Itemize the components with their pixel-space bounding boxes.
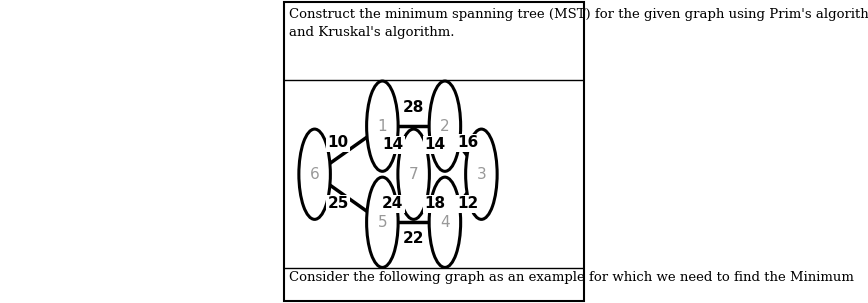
Text: 7: 7: [409, 167, 418, 182]
Text: 14: 14: [382, 137, 404, 152]
Ellipse shape: [366, 81, 398, 171]
Text: 2: 2: [440, 119, 450, 134]
Text: 18: 18: [424, 196, 445, 211]
Text: 3: 3: [477, 167, 486, 182]
Text: 28: 28: [403, 100, 424, 115]
Text: 4: 4: [440, 215, 450, 230]
Ellipse shape: [429, 81, 461, 171]
Ellipse shape: [465, 129, 497, 219]
Text: 22: 22: [403, 231, 424, 246]
Text: 5: 5: [378, 215, 387, 230]
Text: 24: 24: [382, 196, 404, 211]
Ellipse shape: [398, 129, 430, 219]
Ellipse shape: [366, 177, 398, 268]
Ellipse shape: [429, 177, 461, 268]
Ellipse shape: [299, 129, 331, 219]
Text: 16: 16: [457, 135, 479, 150]
Text: 1: 1: [378, 119, 387, 134]
Text: 25: 25: [327, 196, 349, 211]
Text: Construct the minimum spanning tree (MST) for the given graph using Prim's algor: Construct the minimum spanning tree (MST…: [289, 8, 868, 38]
Text: 12: 12: [457, 196, 479, 211]
Text: Consider the following graph as an example for which we need to find the Minimum: Consider the following graph as an examp…: [289, 271, 854, 284]
Text: 14: 14: [424, 137, 445, 152]
Text: 6: 6: [310, 167, 319, 182]
Text: 10: 10: [327, 135, 349, 150]
